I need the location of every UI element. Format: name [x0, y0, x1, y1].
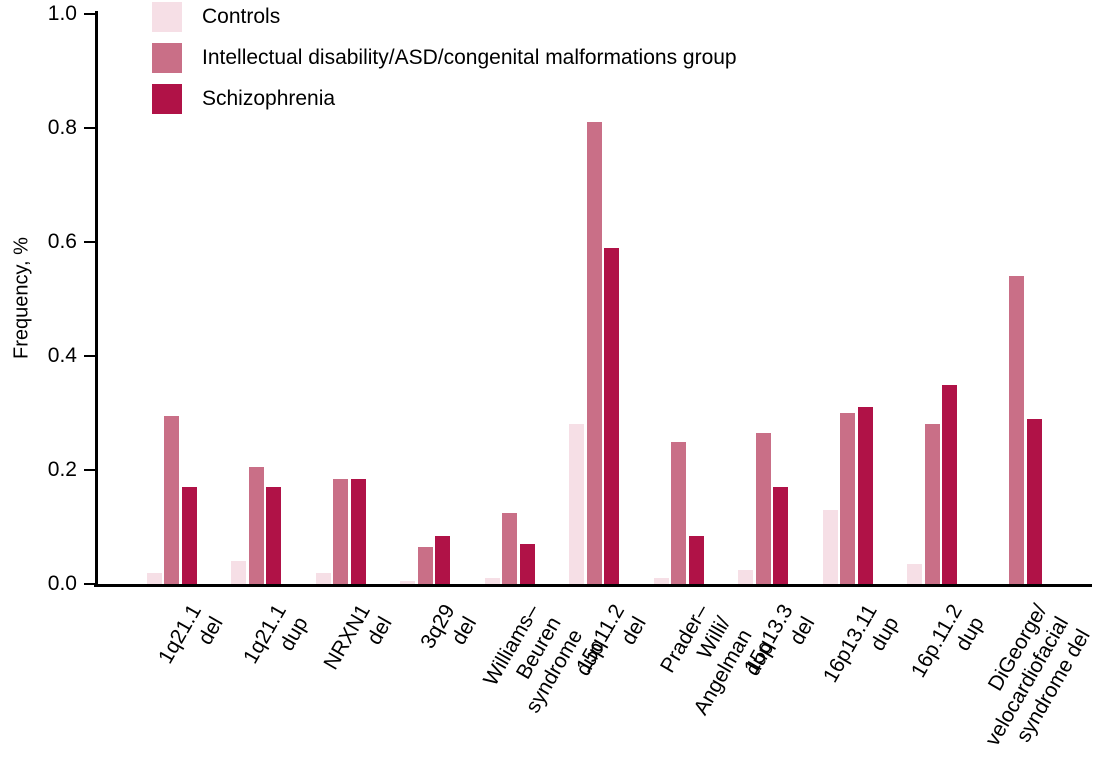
x-category-label: 1q21.1 dup	[238, 600, 313, 668]
y-tick-mark	[84, 582, 96, 586]
x-category-label: 16p13.11 dup	[819, 600, 904, 687]
y-axis-title: Frequency, %	[10, 237, 33, 359]
legend-item: Controls	[152, 2, 737, 32]
bar	[1009, 276, 1024, 584]
legend-item: Intellectual disability/ASD/congenital m…	[152, 43, 737, 73]
legend-swatch	[152, 43, 182, 73]
y-tick-mark	[84, 468, 96, 472]
bar	[586, 122, 602, 584]
bar	[315, 572, 331, 584]
bar	[333, 478, 348, 584]
y-tick-label: 0.2	[47, 458, 77, 481]
x-category-label: NRXN1 del	[319, 600, 397, 674]
y-tick-mark	[84, 12, 96, 16]
legend-swatch	[152, 2, 182, 32]
y-tick-label: 1.0	[47, 2, 77, 25]
bar	[653, 578, 669, 584]
bar	[502, 512, 517, 584]
y-tick-label: 0.8	[47, 116, 77, 139]
bar	[400, 581, 415, 584]
y-tick-label: 0.6	[47, 230, 77, 253]
legend-label: Intellectual disability/ASD/congenital m…	[202, 46, 737, 69]
bar	[1026, 418, 1042, 584]
y-tick-label: 0.0	[47, 572, 77, 595]
y-tick-mark	[84, 354, 96, 358]
bar	[840, 413, 855, 584]
bar	[484, 578, 500, 584]
legend-label: Controls	[202, 5, 281, 28]
y-tick-mark	[84, 240, 96, 244]
y-tick-mark	[84, 126, 96, 130]
bar	[755, 432, 771, 584]
bar	[519, 544, 535, 584]
bar	[350, 478, 366, 584]
bar	[164, 415, 179, 584]
y-axis-line	[95, 11, 98, 587]
bar	[435, 535, 450, 584]
bar	[181, 487, 197, 584]
bar	[942, 384, 957, 584]
bar	[417, 546, 433, 584]
x-category-label: 3q29 del	[416, 600, 482, 653]
bar	[146, 572, 162, 584]
x-category-label: 1q21.1 del	[154, 600, 228, 668]
bar	[569, 424, 584, 584]
legend-label: Schizophrenia	[202, 87, 336, 110]
legend-item: Schizophrenia	[152, 84, 737, 114]
bar	[266, 487, 281, 584]
bar	[857, 407, 873, 584]
bar	[907, 564, 922, 584]
bar	[738, 569, 753, 584]
x-category-label: 16p.11.2 dup	[906, 600, 989, 682]
bar	[924, 424, 940, 584]
bar	[604, 247, 619, 584]
bar	[773, 487, 788, 584]
bar	[248, 467, 264, 584]
y-tick-label: 0.4	[47, 344, 77, 367]
legend: Controls Intellectual disability/ASD/cong…	[152, 2, 737, 125]
bar	[231, 561, 246, 584]
bar	[671, 441, 686, 584]
legend-swatch	[152, 84, 182, 114]
bar	[822, 509, 838, 584]
x-axis-line	[94, 584, 1092, 587]
bar	[688, 535, 704, 584]
